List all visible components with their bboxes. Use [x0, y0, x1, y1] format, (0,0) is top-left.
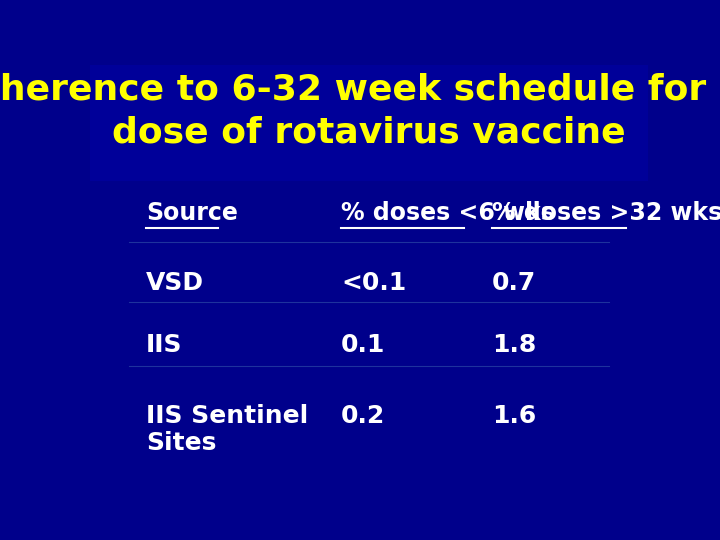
- Text: <0.1: <0.1: [341, 271, 406, 295]
- Text: % doses <6 wks: % doses <6 wks: [341, 201, 555, 225]
- Text: VSD: VSD: [145, 271, 204, 295]
- Bar: [90, 65, 648, 181]
- Text: Adherence to 6-32 week schedule for any
dose of rotavirus vaccine: Adherence to 6-32 week schedule for any …: [0, 73, 720, 149]
- Text: % doses >32 wks: % doses >32 wks: [492, 201, 720, 225]
- Text: IIS: IIS: [145, 333, 182, 357]
- Text: 1.6: 1.6: [492, 404, 536, 428]
- Text: Source: Source: [145, 201, 238, 225]
- Text: 0.2: 0.2: [341, 404, 385, 428]
- Text: 0.1: 0.1: [341, 333, 385, 357]
- Text: 1.8: 1.8: [492, 333, 536, 357]
- Text: 0.7: 0.7: [492, 271, 536, 295]
- Text: IIS Sentinel
Sites: IIS Sentinel Sites: [145, 404, 308, 455]
